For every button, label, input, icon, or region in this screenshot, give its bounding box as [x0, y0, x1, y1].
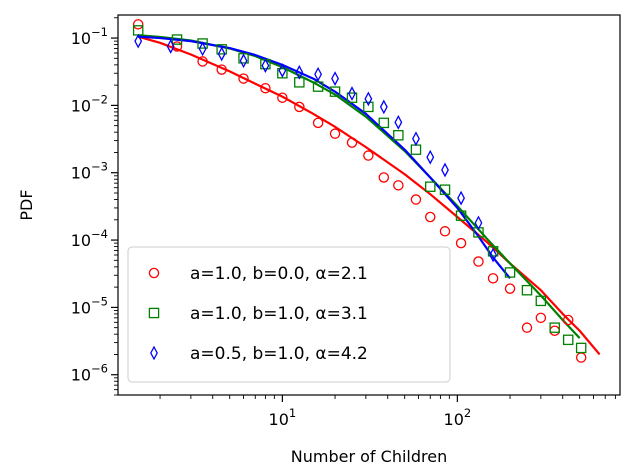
data-point [238, 73, 249, 84]
legend-entry-label: a=1.0, b=0.0, α=2.1 [190, 264, 368, 284]
data-point [346, 92, 358, 103]
y-tick-label: 10−6 [71, 362, 108, 385]
data-point [295, 64, 304, 80]
legend-entry-label: a=1.0, b=1.0, α=3.1 [190, 304, 368, 324]
data-point [575, 352, 587, 363]
data-point [410, 144, 422, 155]
data-point [378, 172, 390, 183]
fit-line [137, 35, 601, 356]
legend-box [127, 246, 451, 383]
data-point [166, 39, 175, 54]
data-point [455, 210, 467, 221]
data-point [216, 64, 227, 75]
data-point [239, 53, 248, 69]
x-tick-label: 102 [444, 406, 472, 429]
y-tick-label: 10−5 [71, 294, 108, 317]
data-point [562, 334, 574, 346]
data-point [425, 181, 436, 192]
data-point [504, 267, 516, 278]
data-point [364, 91, 373, 107]
data-point [489, 247, 498, 263]
data-point [348, 86, 356, 101]
data-point [504, 283, 516, 294]
x-tick-label: 101 [269, 406, 297, 429]
data-point [535, 295, 547, 307]
data-point [426, 149, 435, 165]
data-point [134, 33, 143, 49]
data-point [216, 44, 227, 55]
data-point [312, 81, 324, 92]
data-point [363, 101, 374, 113]
data-point [562, 314, 574, 326]
data-point [329, 128, 341, 139]
data-point [171, 34, 183, 45]
legend-entry-label: a=0.5, b=1.0, α=4.2 [190, 344, 368, 364]
data-point [278, 63, 287, 78]
data-point [549, 325, 560, 336]
y-tick-label: 10−3 [71, 160, 108, 183]
data-point [575, 342, 587, 354]
axis-ticks: 10−6 10−5 10−4 10−3 10−2 10−1 101 102 [71, 17, 616, 429]
data-point [197, 38, 208, 49]
data-point [393, 130, 404, 141]
data-point [394, 114, 403, 130]
data-point [393, 180, 404, 191]
y-axis-label: PDF [17, 189, 36, 220]
data-point [132, 19, 144, 30]
data-point [425, 211, 436, 223]
data-point [521, 322, 533, 333]
data-point [441, 162, 449, 178]
data-point [439, 184, 451, 195]
x-axis-label: Number of Children [291, 447, 447, 466]
data-point [363, 150, 374, 161]
data-point [217, 46, 226, 62]
data-point [473, 256, 484, 267]
data-point [312, 117, 324, 129]
data-point [412, 131, 420, 147]
data-point [346, 137, 358, 148]
data-point [329, 86, 341, 97]
data-point [331, 71, 339, 86]
data-point [455, 237, 467, 249]
fit-line [138, 35, 511, 280]
y-tick-label: 10−2 [71, 92, 108, 115]
data-point [379, 99, 388, 115]
data-point [439, 226, 451, 237]
data-point [378, 117, 390, 129]
data-point [457, 190, 466, 206]
y-tick-label: 10−4 [71, 227, 108, 250]
data-point [171, 41, 183, 52]
data-point [487, 246, 499, 257]
data-point [197, 56, 208, 67]
legend: a=1.0, b=0.0, α=2.1 a=1.0, b=1.0, α=3.1 a=… [127, 246, 451, 383]
data-point [314, 66, 323, 82]
data-point [549, 322, 560, 333]
data-point [521, 284, 533, 296]
data-point [474, 215, 483, 231]
data-point [260, 82, 271, 94]
data-point [261, 58, 270, 73]
legend-marker [148, 307, 160, 319]
legend-marker [150, 345, 158, 361]
data-point [535, 312, 547, 324]
data-point [198, 41, 207, 57]
data-points [132, 19, 587, 363]
data-point [277, 92, 288, 103]
legend-marker [148, 267, 160, 279]
data-point [410, 194, 422, 205]
y-tick-label: 10−1 [71, 25, 108, 48]
data-point [277, 68, 288, 79]
plot-frame [117, 14, 621, 396]
data-point [294, 101, 305, 113]
data-point [487, 273, 499, 284]
